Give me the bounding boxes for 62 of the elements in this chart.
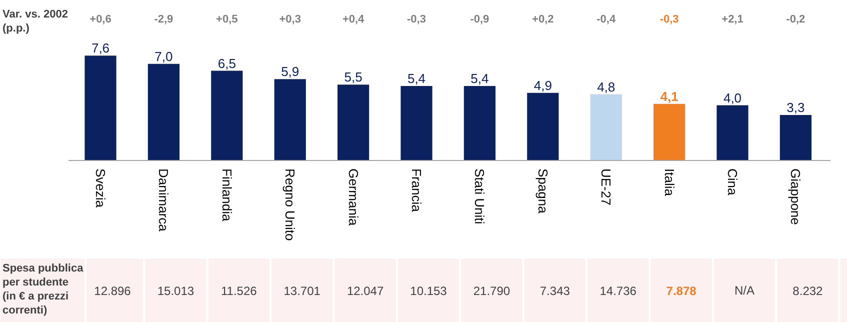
text: 12.896 bbox=[94, 284, 132, 298]
text: -0,4 bbox=[596, 14, 616, 26]
x-tick-label: Cina bbox=[725, 168, 740, 196]
data-label: 6,5 bbox=[218, 56, 236, 71]
text: -0,9 bbox=[470, 14, 490, 26]
data-label: 4,1 bbox=[660, 88, 678, 104]
text: 7.878 bbox=[666, 284, 697, 298]
x-tick-label: Germania bbox=[346, 168, 361, 226]
text: +2,1 bbox=[722, 14, 744, 26]
x-tick-label: Italia bbox=[662, 168, 677, 197]
x-tick-label: Svezia bbox=[93, 168, 108, 208]
bar bbox=[654, 104, 686, 160]
x-tick-label: Regno Unito bbox=[282, 168, 298, 241]
x-tick-label: Finlandia bbox=[219, 168, 234, 222]
text: 13.701 bbox=[284, 284, 321, 298]
text: Var. vs. 2002 (p.p.) bbox=[2, 8, 68, 34]
data-label: 5,5 bbox=[344, 70, 362, 85]
bar bbox=[464, 86, 496, 160]
text: N/A bbox=[734, 284, 755, 298]
text: 15.013 bbox=[157, 284, 194, 298]
bar bbox=[148, 64, 180, 160]
text: 11.526 bbox=[220, 284, 258, 298]
data-label: 5,4 bbox=[470, 70, 489, 86]
x-tick-label: Stati Uniti bbox=[472, 168, 488, 224]
bar bbox=[527, 92, 559, 160]
data-label: 4,9 bbox=[534, 78, 552, 93]
bar bbox=[780, 114, 812, 160]
bar bbox=[716, 105, 748, 160]
text: -0,2 bbox=[786, 14, 806, 26]
text: 14.736 bbox=[600, 284, 637, 298]
bar bbox=[211, 70, 243, 160]
bar bbox=[338, 84, 370, 160]
text: +0,3 bbox=[279, 14, 301, 26]
data-label: 4,0 bbox=[723, 90, 742, 106]
data-label: 4,8 bbox=[597, 79, 616, 94]
data-label: 7,0 bbox=[154, 48, 173, 64]
text: 8.232 bbox=[792, 284, 824, 298]
text: -0,3 bbox=[660, 14, 679, 26]
text: 10.153 bbox=[410, 284, 448, 298]
x-tick-label: Danimarca bbox=[156, 168, 172, 232]
text: +0,5 bbox=[216, 14, 238, 26]
text: -2,9 bbox=[154, 14, 174, 26]
text: -0,3 bbox=[407, 14, 426, 26]
data-label: 3,3 bbox=[786, 100, 805, 115]
data-label: 5,9 bbox=[281, 64, 300, 80]
bar bbox=[274, 79, 306, 160]
text: 7.343 bbox=[540, 284, 570, 298]
bar bbox=[84, 56, 116, 160]
text: Spesa pubblica per studente (in € a prezzi correnti) bbox=[2, 262, 84, 316]
x-tick-label: Giappone bbox=[788, 168, 804, 225]
x-tick-label: Spagna bbox=[535, 168, 550, 214]
data-label: 7,6 bbox=[91, 40, 110, 56]
text: 21.790 bbox=[473, 284, 510, 298]
text: +0,4 bbox=[342, 14, 366, 26]
x-tick-label: UE-27 bbox=[598, 168, 614, 206]
bar bbox=[400, 86, 432, 160]
text: +0,6 bbox=[90, 14, 112, 26]
text: 12.047 bbox=[346, 284, 384, 298]
bar bbox=[590, 94, 622, 160]
text: +0,2 bbox=[532, 14, 554, 26]
x-tick-label: Francia bbox=[409, 168, 424, 213]
data-label: 5,4 bbox=[407, 70, 426, 86]
